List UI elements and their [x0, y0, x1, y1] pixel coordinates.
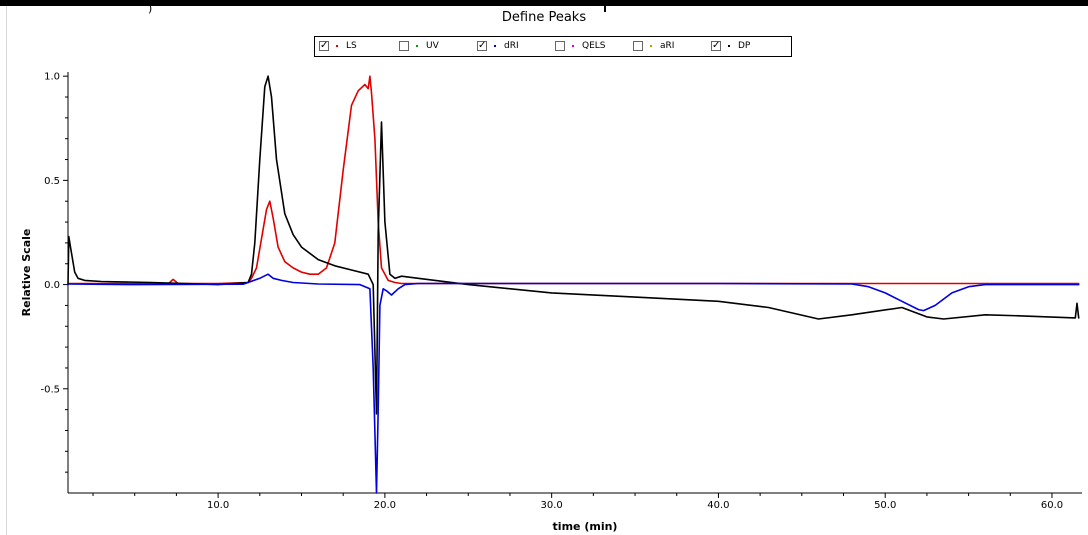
- x-tick-label: 60.0: [1041, 500, 1063, 511]
- legend-checkbox-dri[interactable]: ✓: [477, 40, 487, 51]
- top-border: [0, 0, 1088, 6]
- x-tick-label: 20.0: [374, 500, 396, 511]
- legend-label: UV: [426, 41, 439, 51]
- x-tick-label: 10.0: [207, 500, 229, 511]
- left-panel-rule: [6, 6, 7, 535]
- top-divider-tick: [604, 0, 606, 12]
- legend-checkbox-qels[interactable]: [555, 41, 565, 51]
- series-line-dp: [67, 75, 1080, 415]
- legend-label: aRI: [660, 41, 675, 51]
- legend-checkbox-ari[interactable]: [633, 41, 643, 51]
- series-legend: ✓ LS UV ✓ dRI QELS aRI ✓ DP: [314, 36, 792, 57]
- legend-color-swatch: [416, 45, 418, 47]
- y-tick-label: 0.5: [44, 176, 60, 187]
- top-title-fragment: ): [148, 2, 153, 15]
- checkmark-icon: ✓: [478, 40, 487, 51]
- legend-checkbox-uv[interactable]: [399, 41, 409, 51]
- legend-label: DP: [738, 41, 751, 51]
- x-axis-title: time (min): [553, 520, 618, 533]
- y-tick-label: -0.5: [40, 384, 60, 395]
- legend-label: dRI: [504, 41, 519, 51]
- legend-checkbox-ls[interactable]: ✓: [319, 40, 329, 51]
- chart-title: Define Peaks: [501, 10, 587, 25]
- legend-color-swatch: [494, 45, 496, 47]
- x-tick-label: 50.0: [874, 500, 896, 511]
- checkmark-icon: ✓: [712, 40, 721, 51]
- legend-label: QELS: [582, 41, 606, 51]
- checkmark-icon: ✓: [320, 40, 329, 51]
- series-line-ls: [67, 75, 1080, 285]
- legend-checkbox-dp[interactable]: ✓: [711, 40, 721, 51]
- legend-color-swatch: [728, 45, 730, 47]
- legend-color-swatch: [336, 45, 338, 47]
- x-tick-label: 30.0: [541, 500, 563, 511]
- y-axis-title: Relative Scale: [20, 229, 33, 317]
- series-line-dri: [67, 273, 1080, 494]
- y-tick-label: 0.0: [44, 280, 60, 291]
- legend-color-swatch: [572, 45, 574, 47]
- legend-label: LS: [346, 41, 357, 51]
- legend-color-swatch: [650, 45, 652, 47]
- x-tick-label: 40.0: [707, 500, 729, 511]
- y-tick-label: 1.0: [44, 72, 60, 83]
